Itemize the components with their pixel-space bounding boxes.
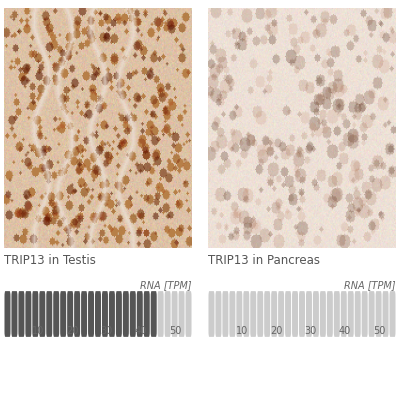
FancyBboxPatch shape xyxy=(130,291,136,337)
FancyBboxPatch shape xyxy=(299,291,305,337)
FancyBboxPatch shape xyxy=(216,291,222,337)
FancyBboxPatch shape xyxy=(81,291,87,337)
FancyBboxPatch shape xyxy=(32,291,38,337)
FancyBboxPatch shape xyxy=(88,291,94,337)
FancyBboxPatch shape xyxy=(39,291,45,337)
FancyBboxPatch shape xyxy=(46,291,52,337)
FancyBboxPatch shape xyxy=(4,291,10,337)
Text: 50: 50 xyxy=(169,326,181,336)
FancyBboxPatch shape xyxy=(243,291,249,337)
FancyBboxPatch shape xyxy=(278,291,284,337)
Text: TRIP13 in Testis: TRIP13 in Testis xyxy=(4,254,96,267)
FancyBboxPatch shape xyxy=(313,291,319,337)
FancyBboxPatch shape xyxy=(327,291,333,337)
FancyBboxPatch shape xyxy=(348,291,354,337)
FancyBboxPatch shape xyxy=(306,291,312,337)
Text: TRIP13 in Pancreas: TRIP13 in Pancreas xyxy=(208,254,320,267)
Text: 20: 20 xyxy=(66,326,78,336)
FancyBboxPatch shape xyxy=(186,291,192,337)
FancyBboxPatch shape xyxy=(369,291,375,337)
FancyBboxPatch shape xyxy=(376,291,382,337)
FancyBboxPatch shape xyxy=(236,291,242,337)
FancyBboxPatch shape xyxy=(12,291,18,337)
Text: 10: 10 xyxy=(32,326,44,336)
FancyBboxPatch shape xyxy=(208,291,214,337)
Text: 40: 40 xyxy=(135,326,147,336)
FancyBboxPatch shape xyxy=(257,291,263,337)
FancyBboxPatch shape xyxy=(178,291,184,337)
FancyBboxPatch shape xyxy=(229,291,235,337)
Text: 10: 10 xyxy=(236,326,248,336)
FancyBboxPatch shape xyxy=(74,291,80,337)
FancyBboxPatch shape xyxy=(264,291,270,337)
FancyBboxPatch shape xyxy=(271,291,277,337)
Text: 40: 40 xyxy=(339,326,351,336)
Text: 30: 30 xyxy=(100,326,113,336)
FancyBboxPatch shape xyxy=(172,291,178,337)
FancyBboxPatch shape xyxy=(292,291,298,337)
FancyBboxPatch shape xyxy=(158,291,164,337)
FancyBboxPatch shape xyxy=(137,291,143,337)
FancyBboxPatch shape xyxy=(60,291,66,337)
FancyBboxPatch shape xyxy=(362,291,368,337)
FancyBboxPatch shape xyxy=(18,291,24,337)
FancyBboxPatch shape xyxy=(67,291,73,337)
FancyBboxPatch shape xyxy=(25,291,31,337)
Text: RNA [TPM]: RNA [TPM] xyxy=(344,280,396,290)
FancyBboxPatch shape xyxy=(334,291,340,337)
FancyBboxPatch shape xyxy=(320,291,326,337)
FancyBboxPatch shape xyxy=(390,291,396,337)
FancyBboxPatch shape xyxy=(250,291,256,337)
FancyBboxPatch shape xyxy=(95,291,101,337)
FancyBboxPatch shape xyxy=(382,291,388,337)
FancyBboxPatch shape xyxy=(341,291,347,337)
Text: RNA [TPM]: RNA [TPM] xyxy=(140,280,192,290)
FancyBboxPatch shape xyxy=(165,291,171,337)
Text: 20: 20 xyxy=(270,326,282,336)
FancyBboxPatch shape xyxy=(123,291,129,337)
FancyBboxPatch shape xyxy=(355,291,361,337)
FancyBboxPatch shape xyxy=(144,291,150,337)
Text: 50: 50 xyxy=(373,326,385,336)
FancyBboxPatch shape xyxy=(222,291,228,337)
Text: 30: 30 xyxy=(304,326,317,336)
FancyBboxPatch shape xyxy=(285,291,291,337)
FancyBboxPatch shape xyxy=(116,291,122,337)
FancyBboxPatch shape xyxy=(53,291,59,337)
FancyBboxPatch shape xyxy=(151,291,157,337)
FancyBboxPatch shape xyxy=(109,291,115,337)
FancyBboxPatch shape xyxy=(102,291,108,337)
